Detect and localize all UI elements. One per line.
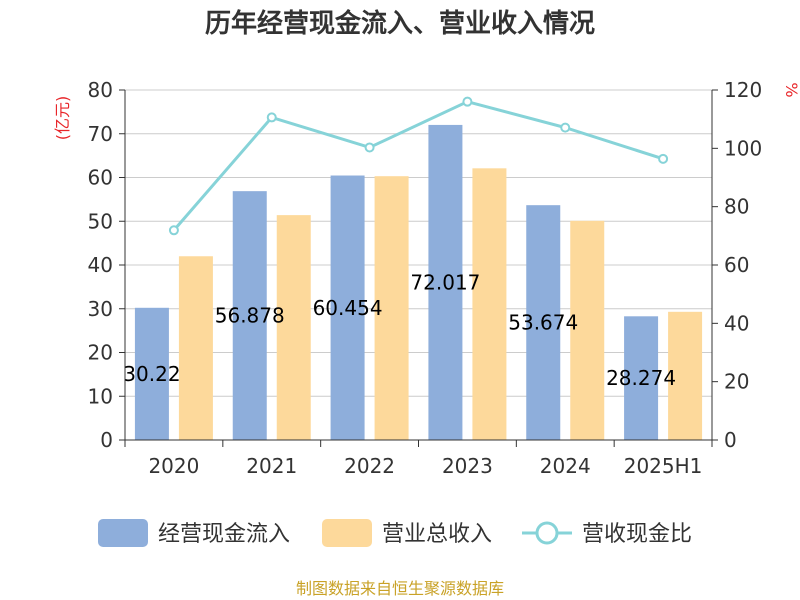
left-tick-label: 10: [88, 384, 113, 408]
right-tick-label: 0: [724, 428, 737, 452]
ratio-point: [658, 153, 669, 164]
x-tick-label: 2024: [540, 454, 591, 478]
x-tick-label: 2022: [344, 454, 395, 478]
legend-item[interactable]: 营业总收入: [322, 519, 492, 547]
data-labels: 30.22 56.878 60.454 72.017 53.674 28.274: [123, 270, 676, 390]
right-axis-unit: %: [782, 82, 800, 97]
bar-revenue: [668, 311, 703, 440]
bar-cash-inflow: [526, 205, 561, 440]
bar-cash-inflow: [330, 175, 365, 441]
bars: [134, 124, 703, 441]
ratio-line: [168, 96, 669, 236]
data-label: 56.878: [215, 304, 285, 328]
data-label: 30.22: [123, 362, 180, 386]
data-label: 60.454: [313, 296, 383, 320]
ratio-point: [168, 225, 179, 236]
grid-lines: [125, 89, 712, 397]
legend-item[interactable]: 营收现金比: [522, 521, 692, 547]
legend-label: 经营现金流入: [158, 522, 290, 547]
right-tick-label: 100: [724, 136, 762, 160]
x-tick-label: 2025H1: [624, 454, 703, 478]
legend-label: 营业总收入: [382, 522, 492, 547]
right-tick-label: 80: [724, 195, 749, 219]
left-tick-label: 50: [88, 209, 113, 233]
ratio-point: [560, 122, 571, 133]
left-tick-label: 70: [88, 122, 113, 146]
right-tick-label: 120: [724, 78, 762, 102]
x-tick-label: 2021: [246, 454, 297, 478]
bar-revenue: [178, 256, 213, 440]
data-label: 72.017: [410, 270, 480, 294]
x-tick-label: 2023: [442, 454, 493, 478]
bar-revenue: [374, 176, 409, 440]
legend[interactable]: 经营现金流入 营业总收入 营收现金比: [98, 519, 692, 547]
left-tick-label: 20: [88, 341, 113, 365]
bar-revenue: [570, 220, 605, 440]
left-axis-unit: (亿元): [53, 96, 72, 141]
right-tick-label: 20: [724, 370, 749, 394]
left-tick-label: 60: [88, 166, 113, 190]
ratio-point: [462, 96, 473, 107]
x-tick-label: 2020: [148, 454, 199, 478]
bar-cash-inflow: [134, 307, 169, 440]
right-tick-label: 60: [724, 253, 749, 277]
ratio-point: [364, 142, 375, 153]
ratio-point: [266, 112, 277, 123]
bar-cash-inflow: [232, 191, 267, 440]
bar-cash-inflow: [428, 124, 463, 440]
legend-label: 营收现金比: [582, 522, 692, 547]
axes: 0 10 20 30 40 50 60 70 80 0 20 40 60 80 100 120 2020 2021…: [88, 78, 763, 478]
bar-cash-inflow: [624, 316, 659, 440]
legend-item[interactable]: 经营现金流入: [98, 519, 290, 547]
bar-revenue: [276, 215, 311, 440]
legend-swatch: [98, 519, 148, 547]
chart-title: 历年经营现金流入、营业收入情况: [205, 8, 595, 39]
left-tick-label: 40: [88, 253, 113, 277]
bar-revenue: [472, 168, 507, 440]
left-tick-label: 0: [100, 428, 113, 452]
left-tick-label: 30: [88, 297, 113, 321]
source-note: 制图数据来自恒生聚源数据库: [296, 579, 504, 598]
ratio-line-path: [172, 100, 664, 232]
data-label: 28.274: [606, 366, 676, 390]
legend-swatch: [322, 519, 372, 547]
data-label: 53.674: [508, 311, 578, 335]
legend-marker: [535, 521, 559, 545]
left-tick-label: 80: [88, 78, 113, 102]
right-tick-label: 40: [724, 311, 749, 335]
